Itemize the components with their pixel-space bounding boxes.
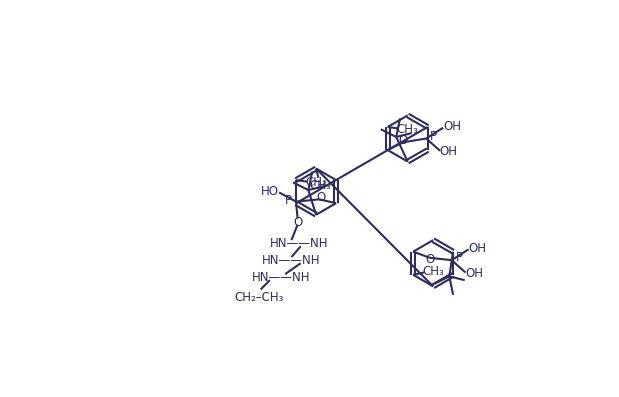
Text: HN——NH: HN——NH bbox=[252, 272, 311, 284]
Text: HN——NH: HN——NH bbox=[262, 254, 321, 268]
Text: CH₃: CH₃ bbox=[422, 265, 444, 278]
Text: P: P bbox=[456, 251, 462, 264]
Text: OH: OH bbox=[443, 120, 461, 133]
Text: OH: OH bbox=[469, 242, 487, 255]
Text: P: P bbox=[430, 130, 437, 143]
Text: HO: HO bbox=[261, 185, 279, 198]
Text: O: O bbox=[316, 191, 326, 204]
Text: P: P bbox=[285, 194, 292, 206]
Text: CH₃: CH₃ bbox=[309, 179, 331, 192]
Text: CH₃: CH₃ bbox=[305, 176, 327, 189]
Text: CH₃: CH₃ bbox=[397, 123, 418, 136]
Text: HN——NH: HN——NH bbox=[270, 237, 328, 251]
Text: OH: OH bbox=[465, 267, 483, 280]
Text: OH: OH bbox=[439, 145, 457, 158]
Text: O: O bbox=[399, 134, 408, 147]
Text: O: O bbox=[293, 216, 302, 229]
Text: CH₂–CH₃: CH₂–CH₃ bbox=[235, 291, 284, 304]
Text: O: O bbox=[425, 253, 435, 266]
